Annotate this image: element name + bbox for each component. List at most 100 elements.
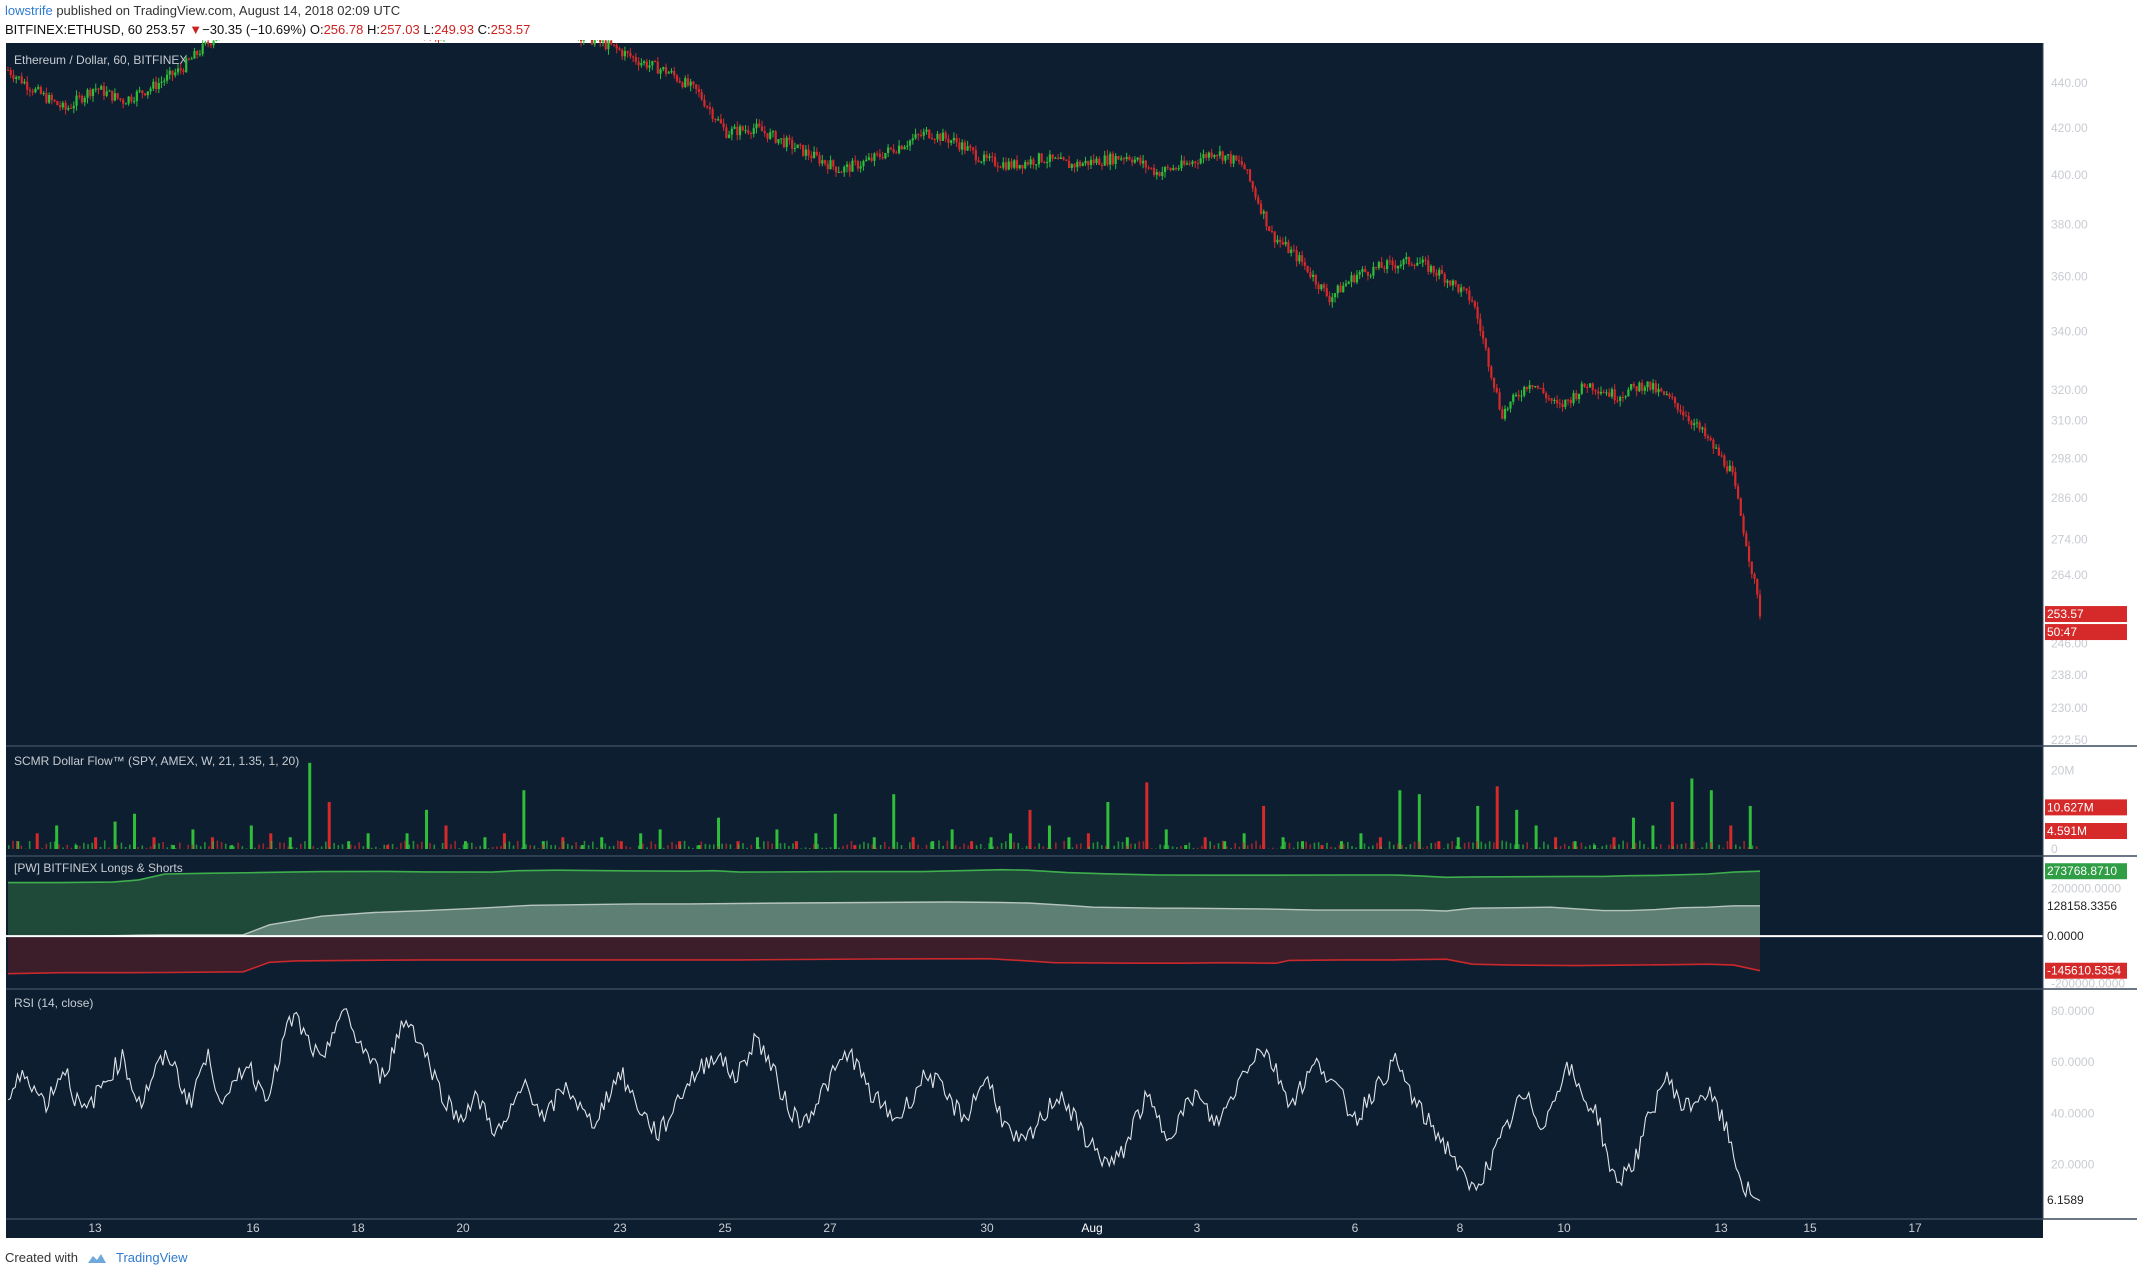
candle — [1728, 465, 1731, 472]
chart-canvas[interactable]: Ethereum / Dollar, 60, BITFINEX SCMR Dol… — [0, 40, 2137, 1240]
flow-bar-small — [370, 847, 373, 849]
flow-bar-small — [491, 846, 494, 849]
candle — [1621, 397, 1625, 399]
price-tick-label: 274.00 — [2051, 532, 2088, 546]
flow-bar — [1203, 837, 1207, 849]
flow-bar-small — [1363, 843, 1366, 849]
open-label: O: — [309, 22, 324, 37]
flow-bar — [1106, 802, 1110, 849]
flow-bar-small — [274, 848, 277, 849]
flow-bar-small — [909, 842, 911, 849]
shorts-line — [7, 957, 1761, 975]
flow-bar-small — [1593, 843, 1595, 849]
flow-bar-small — [596, 847, 598, 849]
candle — [717, 119, 720, 121]
net-badge: 128158.3356 — [2047, 899, 2117, 913]
rsi-pane[interactable]: RSI (14, close) — [7, 996, 1761, 1202]
candle — [1098, 158, 1101, 165]
candle — [198, 54, 202, 56]
candle — [1413, 264, 1416, 266]
candle — [1320, 284, 1323, 290]
candle — [45, 92, 48, 103]
candle — [673, 71, 676, 76]
author-link[interactable]: lowstrife — [5, 3, 53, 18]
flow-bar-small — [245, 848, 248, 849]
candle — [1424, 259, 1427, 261]
candle — [1457, 284, 1460, 293]
candle — [966, 146, 969, 151]
flow-bar-small — [625, 846, 627, 849]
candle — [823, 160, 827, 164]
candle — [141, 90, 144, 94]
candle — [681, 82, 684, 88]
dollar-flow-pane[interactable]: SCMR Dollar Flow™ (SPY, AMEX, W, 21, 1.3… — [8, 754, 1758, 849]
flow-bar-small — [1351, 845, 1353, 849]
flow-bar-small — [1538, 847, 1541, 849]
candle — [782, 138, 786, 148]
flow-bar-small — [696, 845, 698, 849]
candle — [1262, 211, 1265, 214]
candle — [113, 93, 117, 101]
dollar-flow-title: SCMR Dollar Flow™ (SPY, AMEX, W, 21, 1.3… — [14, 754, 299, 768]
flow-bar-small — [41, 847, 43, 849]
flow-value-badge-2: 4.591M — [2047, 824, 2087, 838]
flow-bar-small — [320, 846, 323, 849]
time-tick-label: 3 — [1194, 1221, 1201, 1235]
flow-bar — [1690, 778, 1694, 849]
close-label: C: — [477, 22, 491, 37]
candle — [788, 137, 791, 140]
flow-bar-small — [1184, 845, 1186, 849]
candle — [1427, 260, 1430, 272]
price-axis[interactable]: 440.00 420.00 400.00 380.00 360.00 340.00 320.… — [6, 43, 2137, 1220]
flow-bar — [1437, 841, 1441, 849]
countdown-badge-bg — [2045, 624, 2127, 641]
flow-bar-small — [279, 842, 281, 849]
longs-shorts-pane[interactable]: [PW] BITFINEX Longs & Shorts — [6, 861, 2043, 975]
flow-bar-small — [1484, 843, 1487, 849]
candle — [697, 89, 701, 92]
flow-bar-small — [466, 842, 469, 849]
candle — [1303, 262, 1306, 266]
candle — [582, 40, 585, 42]
flow-bar-small — [1322, 847, 1324, 849]
flow-bar-small — [771, 843, 773, 849]
price-tick-label: 320.00 — [2051, 383, 2088, 397]
candle — [154, 81, 158, 90]
candle — [1481, 331, 1485, 339]
flow-bar-small — [1563, 843, 1566, 849]
flow-bar — [658, 829, 662, 849]
candle — [1377, 262, 1380, 268]
flow-bar-small — [929, 841, 932, 849]
flow-bar-small — [704, 843, 707, 849]
flow-bar-small — [1459, 847, 1462, 849]
flow-bar-small — [1468, 841, 1470, 849]
flow-bar-small — [1434, 842, 1437, 849]
flow-bar-small — [170, 844, 173, 849]
flow-bar-small — [1130, 843, 1132, 849]
flow-bar-small — [863, 841, 865, 849]
flow-bar — [463, 841, 467, 849]
flow-bar — [1729, 825, 1733, 849]
candle — [1202, 154, 1205, 159]
flow-bar-small — [725, 843, 728, 849]
candle — [832, 160, 835, 167]
tradingview-link[interactable]: TradingView — [115, 1250, 188, 1265]
candle — [963, 142, 966, 151]
candle — [1347, 281, 1350, 284]
candle — [1301, 255, 1304, 263]
flow-bar — [1670, 802, 1674, 849]
flow-bar-small — [408, 844, 411, 849]
flow-bar — [1456, 837, 1460, 849]
flow-bar-small — [1159, 844, 1161, 849]
flow-bar-small — [241, 846, 244, 849]
flow-bar — [522, 790, 526, 849]
flow-bar-small — [1668, 844, 1670, 849]
candle — [1350, 275, 1353, 282]
price-pane[interactable]: Ethereum / Dollar, 60, BITFINEX — [6, 40, 1762, 620]
candle — [607, 40, 610, 50]
flow-bar-small — [1659, 844, 1662, 849]
flow-bar-small — [416, 844, 419, 849]
time-axis[interactable]: 13 16 18 20 23 25 27 30 Aug 3 6 8 10 13 15 17 — [6, 1220, 2043, 1238]
flow-bar-small — [904, 848, 907, 849]
flow-bar-small — [433, 844, 436, 849]
